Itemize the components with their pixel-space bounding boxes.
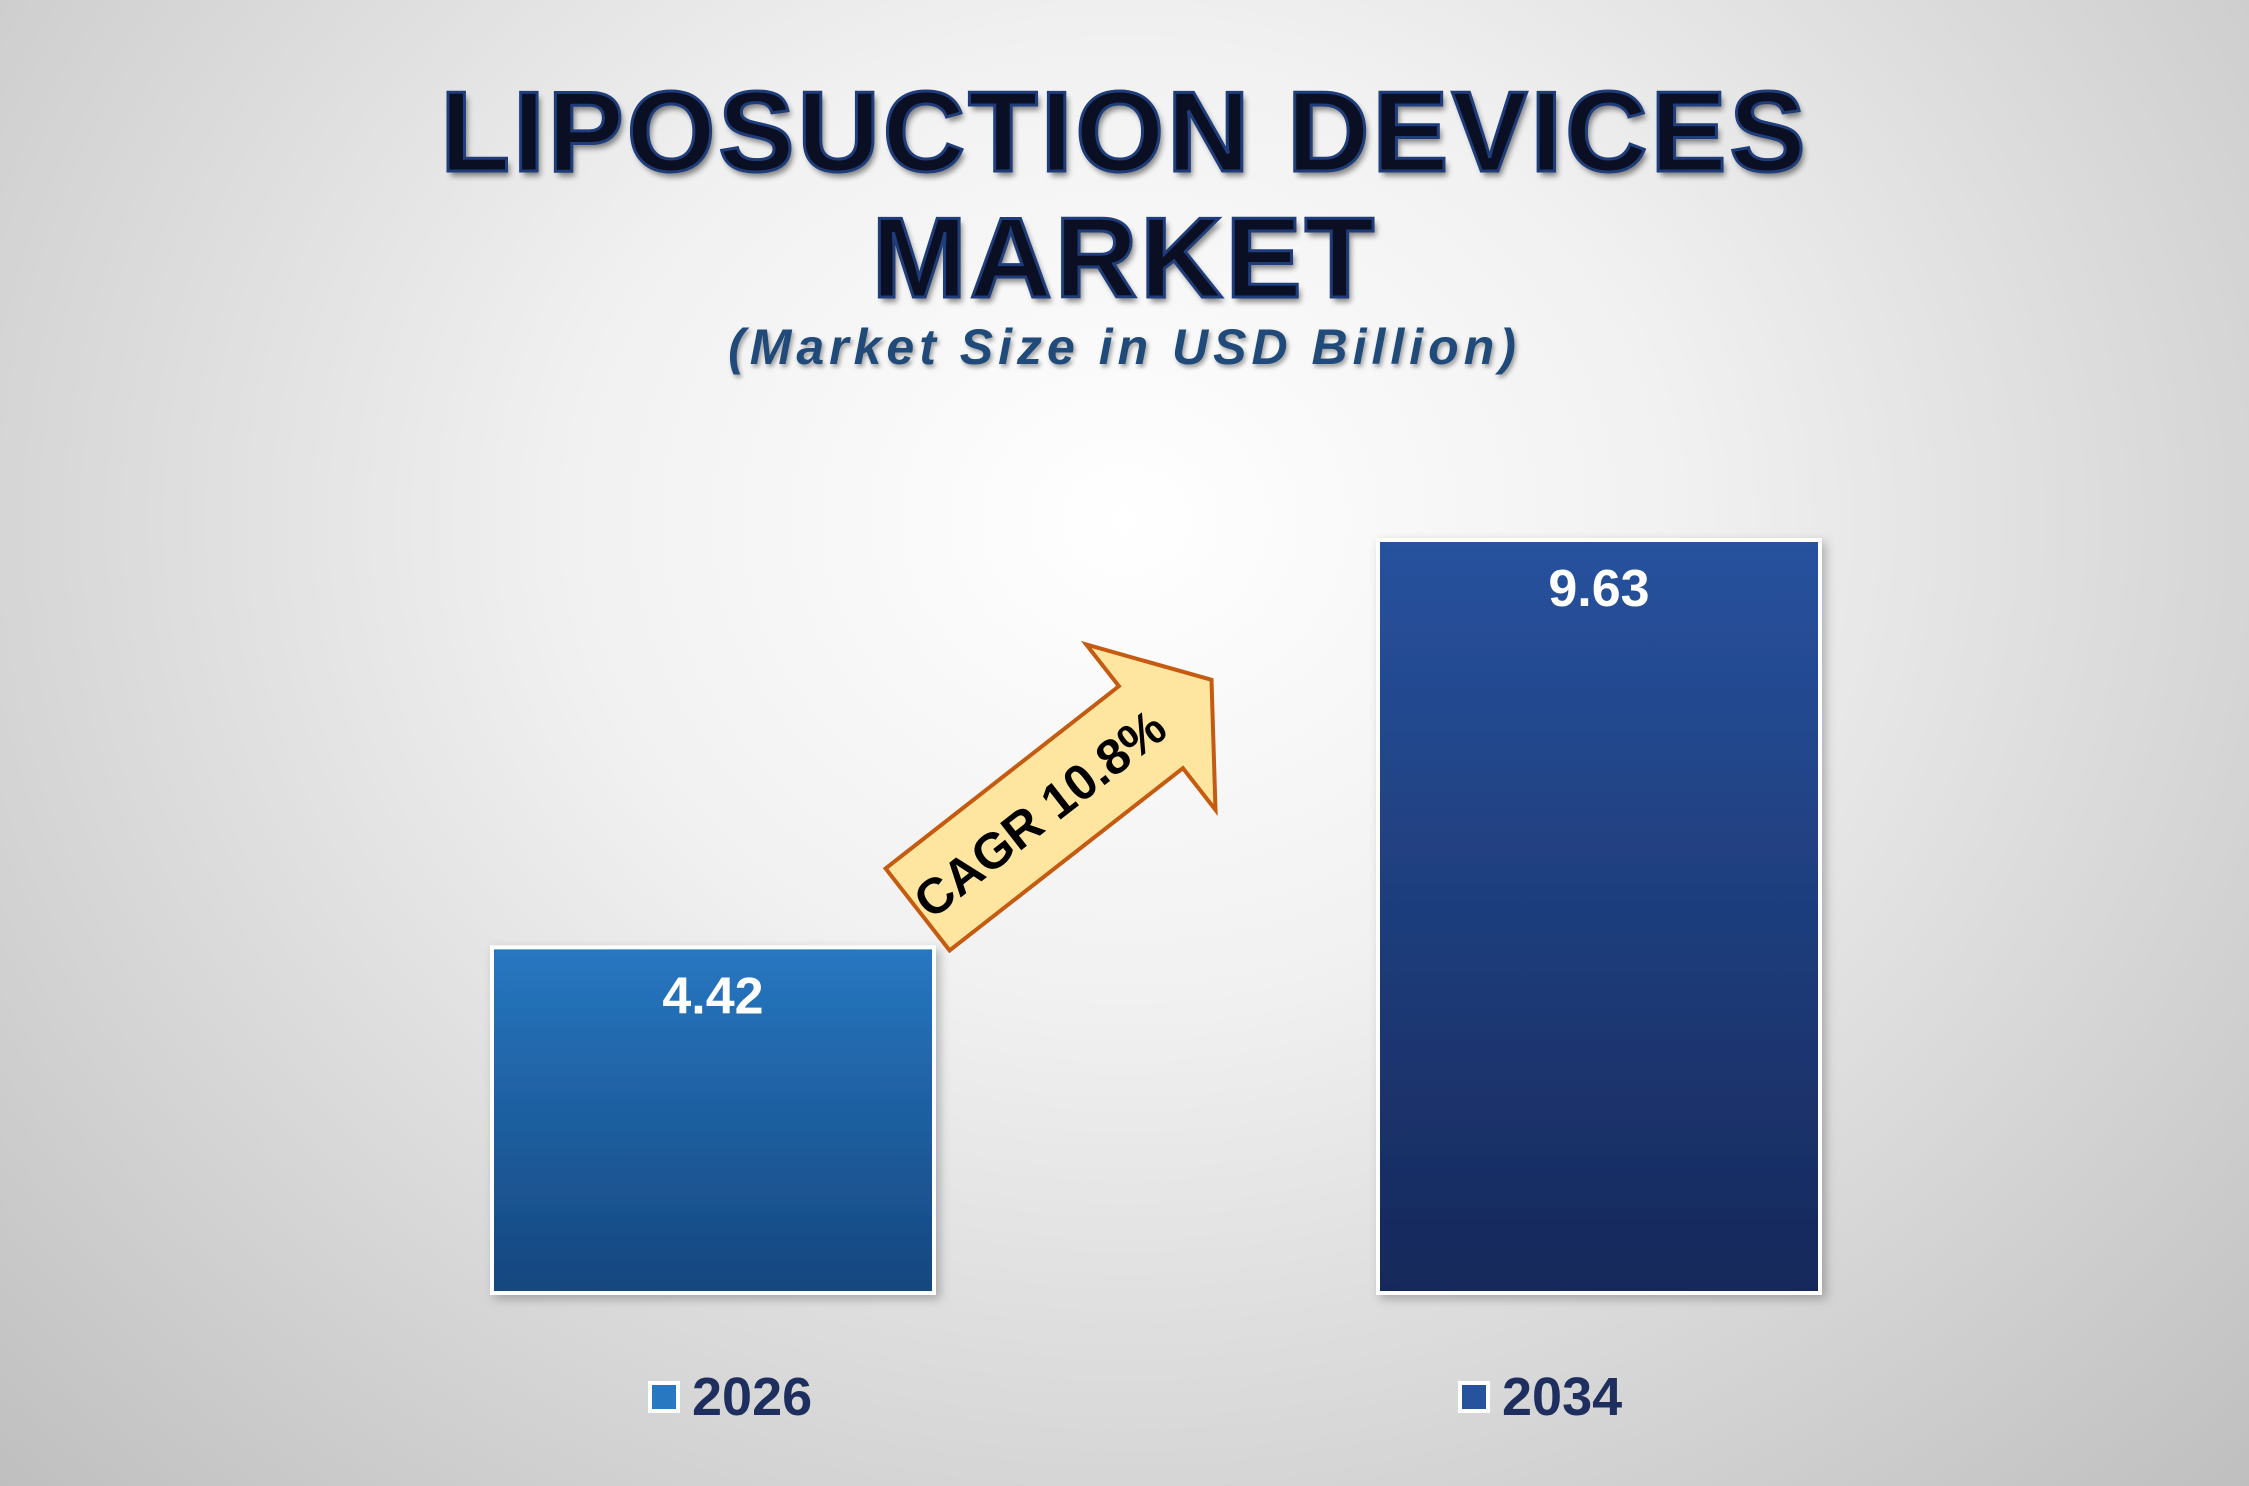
legend-swatch-2026 [648,1381,680,1413]
data-label-2034: 9.63 [1548,560,1649,618]
cagr-arrow: CAGR 10.8% [882,640,1218,954]
legend-item-2034: 2034 [1458,1362,1622,1432]
chart-subtitle: (Market Size in USD Billion) [728,319,1521,375]
chart-title-line-2: MARKET [870,194,1378,323]
legend-label-2026: 2026 [692,1367,813,1427]
legend-item-2026: 2026 [648,1362,812,1432]
cagr-label: CAGR 10.8% [903,699,1176,930]
cagr-arrow-shape [882,640,1218,954]
chart-title: LIPOSUCTION DEVICES MARKET [0,68,2249,323]
bar-2026 [490,945,936,1295]
legend-label-2034: 2034 [1502,1367,1623,1427]
bar-2034 [1376,538,1822,1295]
legend-swatch-2034 [1458,1381,1490,1413]
bars-group: 4.42 9.63 [490,538,1822,1295]
data-label-2026: 4.42 [662,967,763,1025]
chart-title-line-1: LIPOSUCTION DEVICES [439,68,1809,197]
